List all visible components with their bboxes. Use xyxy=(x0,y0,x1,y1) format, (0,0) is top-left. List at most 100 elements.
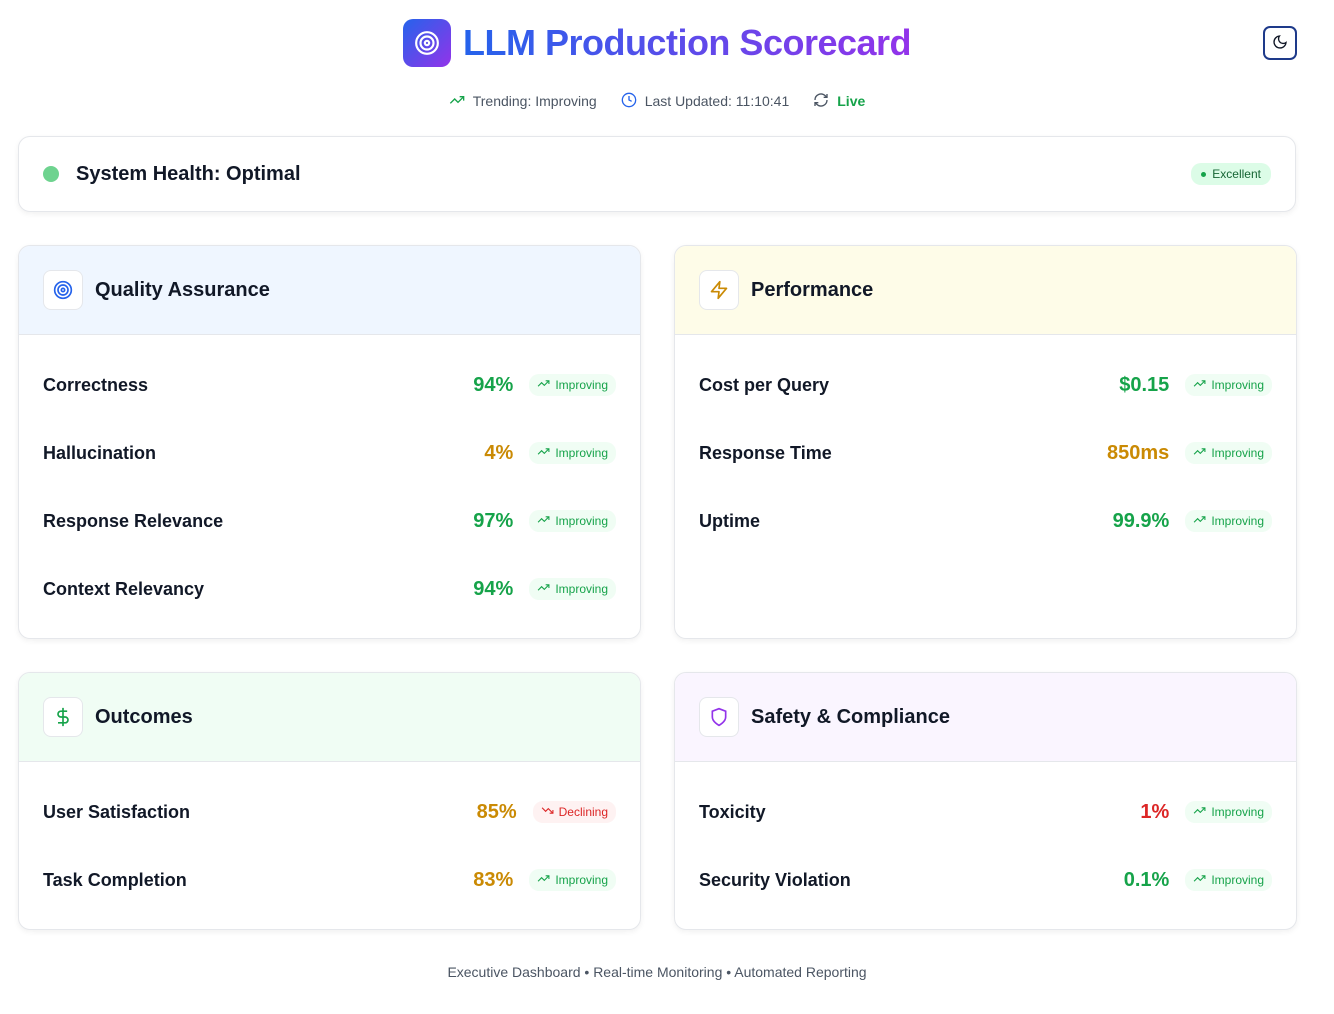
dollar-icon xyxy=(43,697,83,737)
metric-value: 83% xyxy=(473,868,514,891)
metric-label: Cost per Query xyxy=(699,374,830,395)
performance-card: Performance Cost per Query $0.15 Improvi… xyxy=(674,245,1297,639)
metric-label: Hallucination xyxy=(43,442,157,463)
footer-text: Executive Dashboard • Real-time Monitori… xyxy=(447,964,867,980)
card-header: Quality Assurance xyxy=(19,246,640,335)
trend-badge: Improving xyxy=(1185,510,1272,532)
trending-up-icon xyxy=(1193,377,1206,393)
badge-dot xyxy=(1201,171,1207,177)
title-row: LLM Production Scorecard xyxy=(0,18,1314,68)
lightning-icon xyxy=(699,270,739,310)
metric-value: 1% xyxy=(1140,800,1170,823)
trend-badge: Improving xyxy=(1185,801,1272,823)
trend-label: Improving xyxy=(1211,514,1264,528)
metric-label: User Satisfaction xyxy=(43,801,191,822)
metric-row-context-relevancy: Context Relevancy 94% Improving xyxy=(43,555,616,623)
metric-label: Context Relevancy xyxy=(43,578,205,599)
card-header: Outcomes xyxy=(19,673,640,762)
trending-up-icon xyxy=(1193,513,1206,529)
trend-badge: Improving xyxy=(529,442,616,464)
trend-badge: Declining xyxy=(532,801,616,823)
trending-up-icon xyxy=(1193,445,1206,461)
metric-row-user-satisfaction: User Satisfaction 85% Declining xyxy=(43,778,616,846)
trend-badge: Improving xyxy=(1185,869,1272,891)
theme-toggle-button[interactable] xyxy=(1263,26,1297,60)
trend-label: Improving xyxy=(555,514,608,528)
live-text: Live xyxy=(837,93,866,109)
metric-label: Response Relevance xyxy=(43,510,224,531)
trend-badge: Improving xyxy=(529,374,616,396)
trend-label: Improving xyxy=(555,446,608,460)
target-icon xyxy=(43,270,83,310)
trend-label: Improving xyxy=(555,582,608,596)
trend-badge: Improving xyxy=(529,510,616,532)
last-updated-text: Last Updated: 11:10:41 xyxy=(644,93,790,109)
card-header: Safety & Compliance xyxy=(675,673,1296,762)
trend-label: Improving xyxy=(1211,378,1264,392)
shield-icon xyxy=(699,697,739,737)
metric-label: Correctness xyxy=(43,374,149,395)
outcomes-card: Outcomes User Satisfaction 85% Declining… xyxy=(18,672,641,930)
trend-badge: Improving xyxy=(529,578,616,600)
card-title: Quality Assurance xyxy=(95,278,270,301)
metric-label: Security Violation xyxy=(699,869,851,890)
trending-up-icon xyxy=(1193,804,1206,820)
target-icon xyxy=(402,19,451,67)
moon-icon xyxy=(1272,34,1288,53)
metric-row-toxicity: Toxicity 1% Improving xyxy=(699,778,1272,846)
clock-icon xyxy=(621,92,637,111)
refresh-icon xyxy=(813,92,829,111)
trending-up-icon xyxy=(537,445,550,461)
trending-up-icon xyxy=(1193,872,1206,888)
trend-label: Improving xyxy=(1211,446,1264,460)
metric-label: Uptime xyxy=(699,510,761,531)
trend-label: Improving xyxy=(555,378,608,392)
trend-badge: Improving xyxy=(1185,442,1272,464)
trend-badge: Improving xyxy=(529,869,616,891)
trending-up-icon xyxy=(537,377,550,393)
metric-value: $0.15 xyxy=(1119,373,1170,396)
metric-row-cost-per-query: Cost per Query $0.15 Improving xyxy=(699,351,1272,419)
trending-down-icon xyxy=(541,804,554,820)
metric-value: 94% xyxy=(473,577,514,600)
trend-badge: Improving xyxy=(1185,374,1272,396)
trend-label: Improving xyxy=(1211,805,1264,819)
metric-row-response-relevance: Response Relevance 97% Improving xyxy=(43,487,616,555)
metric-value: 85% xyxy=(476,800,517,823)
card-title: Outcomes xyxy=(95,705,193,728)
trending-text: Trending: Improving xyxy=(472,93,597,109)
metric-label: Response Time xyxy=(699,442,832,463)
metric-row-correctness: Correctness 94% Improving xyxy=(43,351,616,419)
card-title: Safety & Compliance xyxy=(751,705,950,728)
quality-assurance-card: Quality Assurance Correctness 94% Improv… xyxy=(18,245,641,639)
safety-compliance-card: Safety & Compliance Toxicity 1% Improvin… xyxy=(674,672,1297,930)
metric-value: 0.1% xyxy=(1123,868,1170,891)
page-header: LLM Production Scorecard Trending: Impro… xyxy=(0,18,1314,110)
system-health-banner: System Health: Optimal Excellent xyxy=(18,136,1296,212)
trend-label: Declining xyxy=(558,805,608,819)
metric-value: 99.9% xyxy=(1112,509,1170,532)
status-badge-label: Excellent xyxy=(1212,167,1261,181)
metric-row-uptime: Uptime 99.9% Improving xyxy=(699,487,1272,555)
metric-value: 4% xyxy=(484,441,514,464)
card-title: Performance xyxy=(751,278,874,301)
live-indicator: Live xyxy=(813,92,865,111)
metric-value: 850ms xyxy=(1107,441,1170,464)
metric-value: 97% xyxy=(473,509,514,532)
metric-label: Toxicity xyxy=(699,801,766,822)
metric-row-response-time: Response Time 850ms Improving xyxy=(699,419,1272,487)
status-meta: Trending: Improving Last Updated: 11:10:… xyxy=(0,92,1314,110)
card-header: Performance xyxy=(675,246,1296,335)
health-status-dot xyxy=(43,166,59,182)
trending-up-icon xyxy=(537,872,550,888)
status-badge: Excellent xyxy=(1191,163,1271,185)
trending-up-icon xyxy=(537,513,550,529)
page-title: LLM Production Scorecard xyxy=(462,22,912,63)
trending-up-icon xyxy=(537,581,550,597)
trend-label: Improving xyxy=(555,873,608,887)
metric-row-task-completion: Task Completion 83% Improving xyxy=(43,846,616,914)
metric-row-hallucination: Hallucination 4% Improving xyxy=(43,419,616,487)
metric-value: 94% xyxy=(473,373,514,396)
health-title: System Health: Optimal xyxy=(76,162,301,185)
metric-label: Task Completion xyxy=(43,869,187,890)
